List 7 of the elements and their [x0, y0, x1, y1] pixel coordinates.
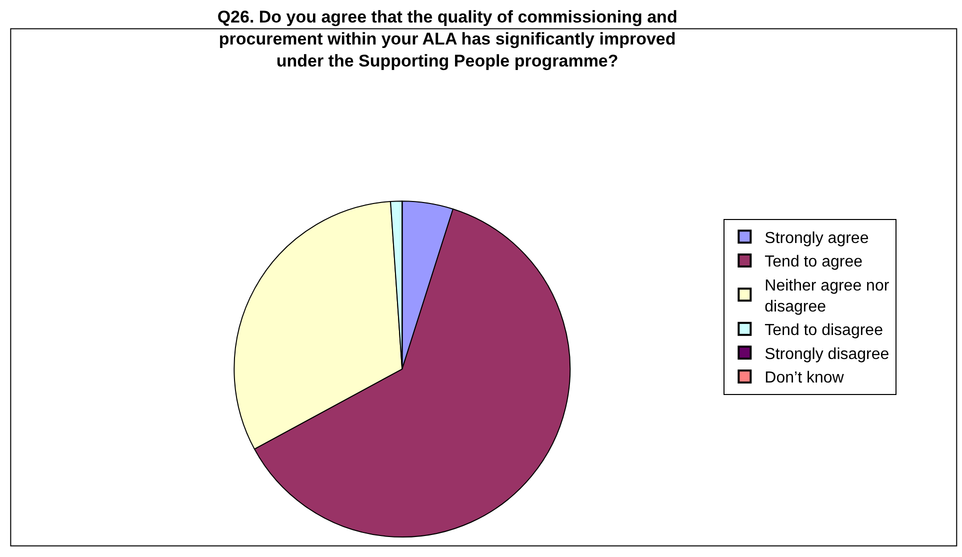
legend-label: Neither agree nor disagree	[764, 278, 890, 316]
legend-label: Tend to disagree	[764, 322, 884, 340]
legend-label: Strongly agree	[764, 230, 869, 247]
legend-label: Strongly disagree	[764, 346, 890, 363]
legend-label: Tend to agree	[764, 254, 863, 271]
legend-label: Don’t know	[764, 370, 844, 387]
chart-title: Q26. Do you agree that the quality of commissioning and procurement within your ALA has significantly improved under the Supporting People programme?	[217, 7, 678, 70]
